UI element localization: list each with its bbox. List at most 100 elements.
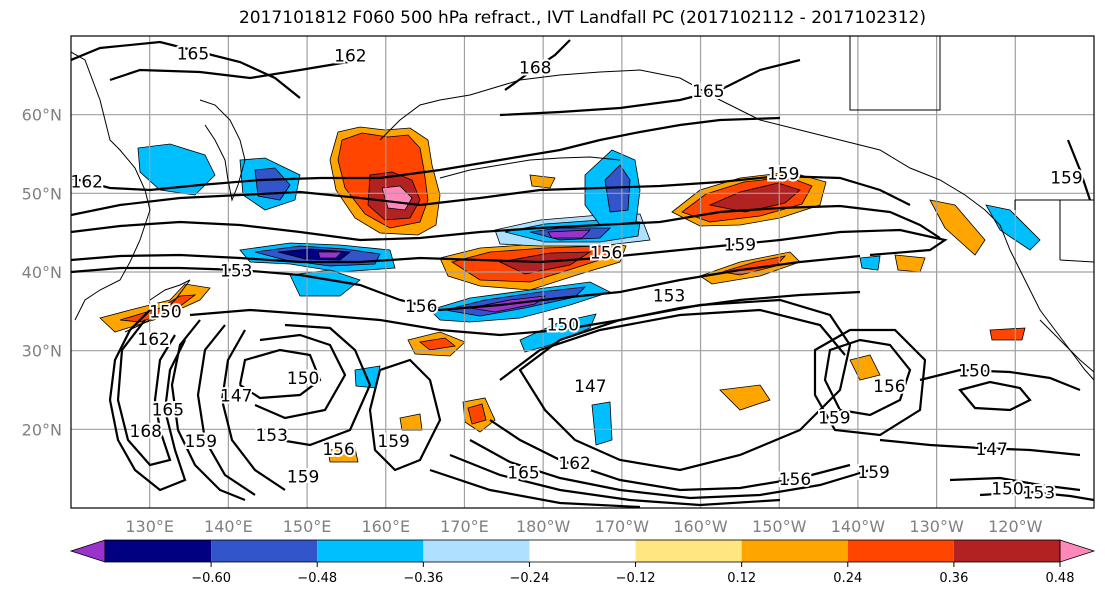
shade-negative-small-3: [859, 255, 881, 271]
contour-label: 162: [71, 173, 103, 193]
contour-label: 168: [519, 58, 551, 78]
contour-label: 153: [255, 426, 287, 446]
contour-label: 150: [149, 302, 181, 322]
shade-positive-small-6: [327, 447, 359, 463]
contour-150-east: [919, 368, 1081, 392]
coast-asia: [71, 51, 151, 321]
contour-label: 150: [547, 316, 579, 336]
shade-positive-small-7: [399, 413, 423, 431]
colorbar-segment: [317, 540, 424, 562]
contour-label: 159: [857, 463, 889, 483]
contour-label: 165: [177, 44, 209, 64]
contour-label: 147: [975, 440, 1007, 460]
contour-153-mid: [71, 254, 861, 312]
contour-label: 159: [185, 432, 217, 452]
shade-positive-20n-a-mid: [467, 403, 487, 425]
colorbar-segment: [529, 540, 636, 562]
colorbar: −0.60 −0.48 −0.36 −0.24 −0.12 0.12 0.24 0.36 0.4…: [69, 539, 1096, 586]
contour-label: 159: [767, 165, 799, 185]
colorbar-tick-label: −0.24: [510, 571, 550, 586]
shade-positive-goa-2: [929, 199, 986, 256]
shade-negative-30n-tongue: [519, 313, 597, 353]
contour-label: 156: [873, 377, 905, 397]
contour-159-loop-2: [368, 358, 442, 472]
anomaly-shading: [99, 126, 1041, 463]
contour-165-south: [429, 468, 641, 508]
colorbar-segment: [105, 540, 212, 562]
contour-159-mid: [71, 174, 911, 217]
contour-closed-ne: [958, 380, 1032, 412]
colorbar-segment: [953, 540, 1060, 562]
lon-tick-label: 150°E: [283, 517, 332, 536]
contour-168-loop-w: [116, 319, 176, 467]
colorbar-tick-label: −0.48: [297, 571, 337, 586]
colorbar-segment: [211, 540, 318, 562]
lon-tick-label: 120°W: [988, 517, 1043, 536]
contour-label: 153: [653, 287, 685, 307]
contour-label: 150: [991, 479, 1023, 499]
contour-label: 159: [287, 468, 319, 488]
shade-positive-small-1: [529, 174, 556, 189]
lon-tick-label: 140°E: [204, 517, 253, 536]
contour-162-loop: [170, 319, 246, 502]
lat-tick-label: 50°N: [22, 184, 62, 203]
contour-label: 150: [958, 361, 990, 381]
lat-tick-label: 30°N: [22, 342, 62, 361]
contour-label: 159: [377, 432, 409, 452]
contour-147-loop: [238, 348, 322, 400]
colorbar-segment: [741, 540, 848, 562]
contour-label: 156: [779, 470, 811, 490]
shade-positive-30n-a-mid: [419, 337, 456, 351]
contour-label: 147: [220, 387, 252, 407]
colorbar-outline: [104, 539, 1061, 563]
coast-alaska: [379, 69, 1094, 381]
contour-147-east: [879, 438, 1081, 457]
coast-kamchatka: [199, 99, 246, 202]
coast-mexico: [1039, 319, 1094, 373]
lon-tick-label: 150°W: [752, 517, 807, 536]
shade-positive-small-4: [719, 384, 771, 411]
contour-162-south: [449, 453, 781, 507]
colorbar-tick-label: −0.36: [403, 571, 443, 586]
contour-label: 162: [558, 454, 590, 474]
shade-positive-small-3: [989, 327, 1026, 341]
contour-label: 165: [507, 464, 539, 484]
colorbar-tick-label: 0.24: [833, 571, 862, 586]
shade-positive-small-2: [894, 254, 926, 273]
colorbar-tick-label: 0.48: [1046, 571, 1075, 586]
contour-156-east: [823, 338, 912, 417]
lon-tick-label: 160°W: [673, 517, 728, 536]
lon-tick-label: 160°E: [361, 517, 410, 536]
contour-159-loop: [196, 324, 256, 496]
contour-168: [504, 39, 571, 91]
contour-159-south: [469, 439, 871, 500]
contour-159-east: [813, 328, 927, 437]
colorbar-tick-label: 0.12: [727, 571, 756, 586]
shade-negative-40n-west-purple: [317, 251, 343, 259]
longitude-tick-labels: 130°E 140°E 150°E 160°E 170°E 180°W 170°W 160°W…: [125, 517, 1042, 536]
contour-label: 162: [334, 47, 366, 67]
lat-tick-label: 60°N: [22, 106, 62, 125]
graticule: [71, 36, 1094, 508]
coast-aleutians: [439, 156, 621, 179]
lat-tick-label: 20°N: [22, 420, 62, 439]
lon-tick-label: 180°W: [516, 517, 571, 536]
lon-tick-label: 170°W: [595, 517, 650, 536]
map-title: 2017101812 F060 500 hPa refract., IVT La…: [238, 8, 926, 28]
contour-165-north: [71, 40, 301, 99]
contour-153-se: [979, 490, 1094, 502]
contour-156-lower: [71, 228, 948, 264]
contour-label: 153: [1023, 483, 1055, 503]
colorbar-extend-min: [69, 539, 106, 563]
contour-label: 156: [405, 297, 437, 317]
contour-label: 165: [152, 401, 184, 421]
shade-negative-small-1: [591, 401, 613, 446]
contour-label: 156: [322, 440, 354, 460]
border-bc: [1014, 199, 1094, 263]
contour-label: 153: [220, 261, 252, 281]
contour-162-north: [109, 58, 361, 82]
contour-label: 159: [1050, 169, 1082, 189]
shade-positive-japan-mid: [119, 294, 197, 323]
